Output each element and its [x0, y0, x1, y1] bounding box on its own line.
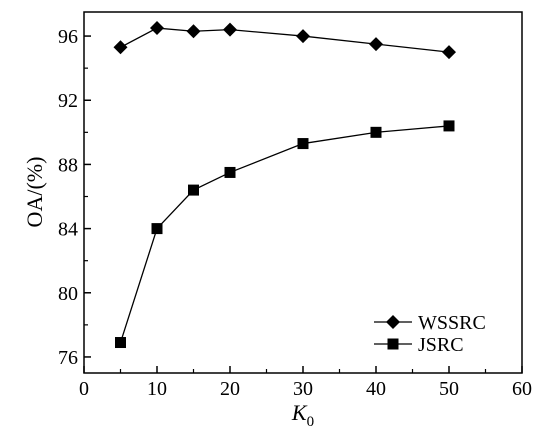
data-point-wssrc	[150, 21, 164, 36]
x-axis-title-subscript: 0	[307, 414, 315, 430]
y-tick-label: 96	[58, 26, 78, 48]
data-point-wssrc	[296, 29, 310, 44]
data-point-jsrc	[115, 337, 126, 349]
x-tick-label: 30	[293, 378, 313, 400]
data-point-wssrc	[186, 24, 201, 39]
x-axis: 0 10 20 30 40 50 60	[79, 366, 532, 400]
x-tick-label: 50	[439, 378, 459, 400]
data-point-wssrc	[223, 22, 237, 37]
y-tick-label: 76	[58, 347, 78, 369]
series-line-wssrc	[120, 27, 450, 53]
data-point-jsrc	[443, 120, 455, 132]
y-tick-label: 92	[58, 90, 78, 112]
legend-marker-wssrc	[386, 315, 400, 329]
y-axis-title: OA/(%)	[22, 157, 47, 228]
series-wssrc	[113, 21, 456, 60]
data-point-wssrc	[369, 37, 383, 52]
series-jsrc	[115, 120, 455, 349]
x-tick-label: 20	[220, 378, 240, 400]
data-point-jsrc	[297, 138, 309, 150]
x-tick-label: 60	[512, 378, 532, 400]
legend-marker-jsrc	[387, 338, 399, 350]
x-tick-label: 40	[366, 378, 386, 400]
x-axis-title-main: K	[291, 400, 308, 425]
legend-label-wssrc: WSSRC	[418, 312, 486, 334]
series-layer	[113, 21, 456, 349]
x-tick-label: 0	[79, 378, 89, 400]
series-line-jsrc	[119, 125, 450, 343]
data-point-jsrc	[370, 126, 382, 138]
data-point-jsrc	[151, 223, 163, 235]
x-tick-label: 10	[147, 378, 167, 400]
data-point-jsrc	[188, 184, 199, 196]
y-tick-label: 88	[58, 154, 78, 176]
legend-label-jsrc: JSRC	[418, 334, 464, 356]
y-axis: 76 80 84 88 92 96	[58, 26, 91, 369]
data-point-wssrc	[113, 40, 128, 55]
data-point-wssrc	[442, 45, 456, 60]
y-tick-label: 84	[58, 219, 78, 241]
data-point-jsrc	[224, 166, 236, 178]
x-axis-title: K0	[291, 400, 314, 430]
y-tick-label: 80	[58, 283, 78, 305]
